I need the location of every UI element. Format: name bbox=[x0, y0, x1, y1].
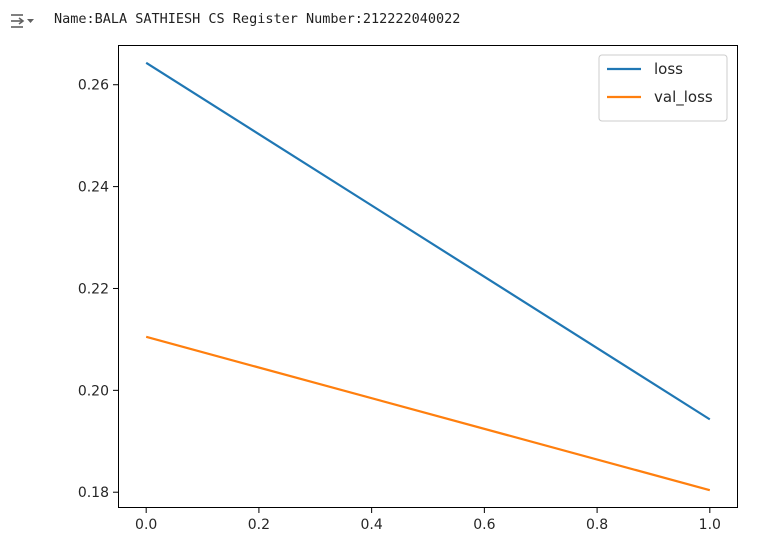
y-tick-label: 0.20 bbox=[78, 383, 109, 399]
axis-ticks: 0.0 0.2 0.4 0.6 0.8 1.0 0.18 0.20 0.22 0.24 0.26 bbox=[78, 78, 721, 533]
series-lines bbox=[145, 61, 711, 492]
x-tick-label: 0.0 bbox=[135, 517, 157, 533]
legend-box bbox=[598, 54, 728, 122]
y-tick-label: 0.24 bbox=[78, 180, 109, 196]
legend: loss val_loss bbox=[598, 54, 728, 122]
legend-label-loss: loss bbox=[654, 60, 683, 78]
y-tick-label: 0.18 bbox=[78, 485, 109, 501]
x-tick-label: 1.0 bbox=[699, 517, 721, 533]
output-collapse-icon[interactable] bbox=[9, 10, 37, 32]
y-tick-label: 0.22 bbox=[78, 281, 109, 297]
legend-label-val_loss: val_loss bbox=[654, 88, 713, 107]
series-line-val_loss bbox=[145, 335, 711, 492]
cell-output-text: Name:BALA SATHIESH CS Register Number:21… bbox=[54, 11, 461, 27]
x-tick-label: 0.2 bbox=[248, 517, 270, 533]
axes-frame bbox=[118, 45, 738, 508]
x-tick-label: 0.6 bbox=[473, 517, 495, 533]
x-tick-label: 0.8 bbox=[586, 517, 608, 533]
output-gutter bbox=[0, 0, 46, 44]
series-line-loss bbox=[145, 61, 711, 421]
y-tick-label: 0.26 bbox=[78, 78, 109, 94]
x-tick-label: 0.4 bbox=[361, 517, 383, 533]
